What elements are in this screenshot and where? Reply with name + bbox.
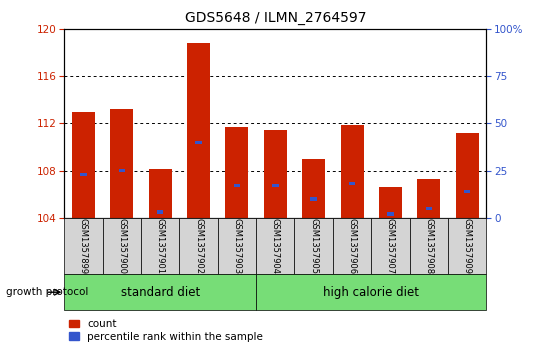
Text: GSM1357909: GSM1357909 bbox=[463, 218, 472, 274]
Bar bbox=[379, 187, 402, 218]
Bar bbox=[340, 125, 363, 218]
Text: standard diet: standard diet bbox=[121, 286, 200, 299]
Text: GSM1357905: GSM1357905 bbox=[309, 218, 318, 274]
Bar bbox=[302, 159, 325, 218]
Bar bbox=[349, 182, 356, 185]
Text: GSM1357901: GSM1357901 bbox=[156, 218, 165, 274]
Bar bbox=[310, 197, 317, 201]
Bar bbox=[456, 133, 479, 218]
Bar bbox=[387, 212, 394, 216]
Legend: count, percentile rank within the sample: count, percentile rank within the sample bbox=[69, 319, 263, 342]
FancyBboxPatch shape bbox=[448, 218, 486, 274]
Bar bbox=[264, 130, 287, 218]
Text: GSM1357903: GSM1357903 bbox=[233, 218, 241, 274]
FancyBboxPatch shape bbox=[103, 218, 141, 274]
Text: GSM1357900: GSM1357900 bbox=[117, 218, 126, 274]
Bar bbox=[110, 109, 134, 218]
Text: growth protocol: growth protocol bbox=[6, 287, 88, 297]
FancyBboxPatch shape bbox=[371, 218, 410, 274]
FancyBboxPatch shape bbox=[410, 218, 448, 274]
Bar bbox=[195, 140, 202, 144]
Bar bbox=[72, 111, 95, 218]
Text: GSM1357907: GSM1357907 bbox=[386, 218, 395, 274]
Title: GDS5648 / ILMN_2764597: GDS5648 / ILMN_2764597 bbox=[184, 11, 366, 25]
Bar bbox=[157, 211, 163, 214]
Bar bbox=[187, 43, 210, 218]
Text: GSM1357899: GSM1357899 bbox=[79, 218, 88, 274]
Bar bbox=[272, 184, 278, 187]
Bar bbox=[234, 184, 240, 187]
FancyBboxPatch shape bbox=[333, 218, 371, 274]
FancyBboxPatch shape bbox=[218, 218, 256, 274]
Bar bbox=[119, 169, 125, 172]
FancyBboxPatch shape bbox=[256, 218, 295, 274]
Bar bbox=[417, 179, 440, 218]
Text: GSM1357908: GSM1357908 bbox=[424, 218, 433, 274]
FancyBboxPatch shape bbox=[141, 218, 179, 274]
FancyBboxPatch shape bbox=[256, 274, 486, 310]
Bar bbox=[80, 173, 87, 176]
Bar bbox=[149, 170, 172, 218]
FancyBboxPatch shape bbox=[295, 218, 333, 274]
Text: high calorie diet: high calorie diet bbox=[323, 286, 419, 299]
FancyBboxPatch shape bbox=[64, 218, 103, 274]
Bar bbox=[425, 207, 432, 210]
Text: GSM1357902: GSM1357902 bbox=[194, 218, 203, 274]
Text: GSM1357906: GSM1357906 bbox=[348, 218, 357, 274]
Bar bbox=[225, 127, 248, 218]
FancyBboxPatch shape bbox=[64, 274, 256, 310]
Text: GSM1357904: GSM1357904 bbox=[271, 218, 280, 274]
Bar bbox=[464, 190, 470, 193]
FancyBboxPatch shape bbox=[179, 218, 218, 274]
